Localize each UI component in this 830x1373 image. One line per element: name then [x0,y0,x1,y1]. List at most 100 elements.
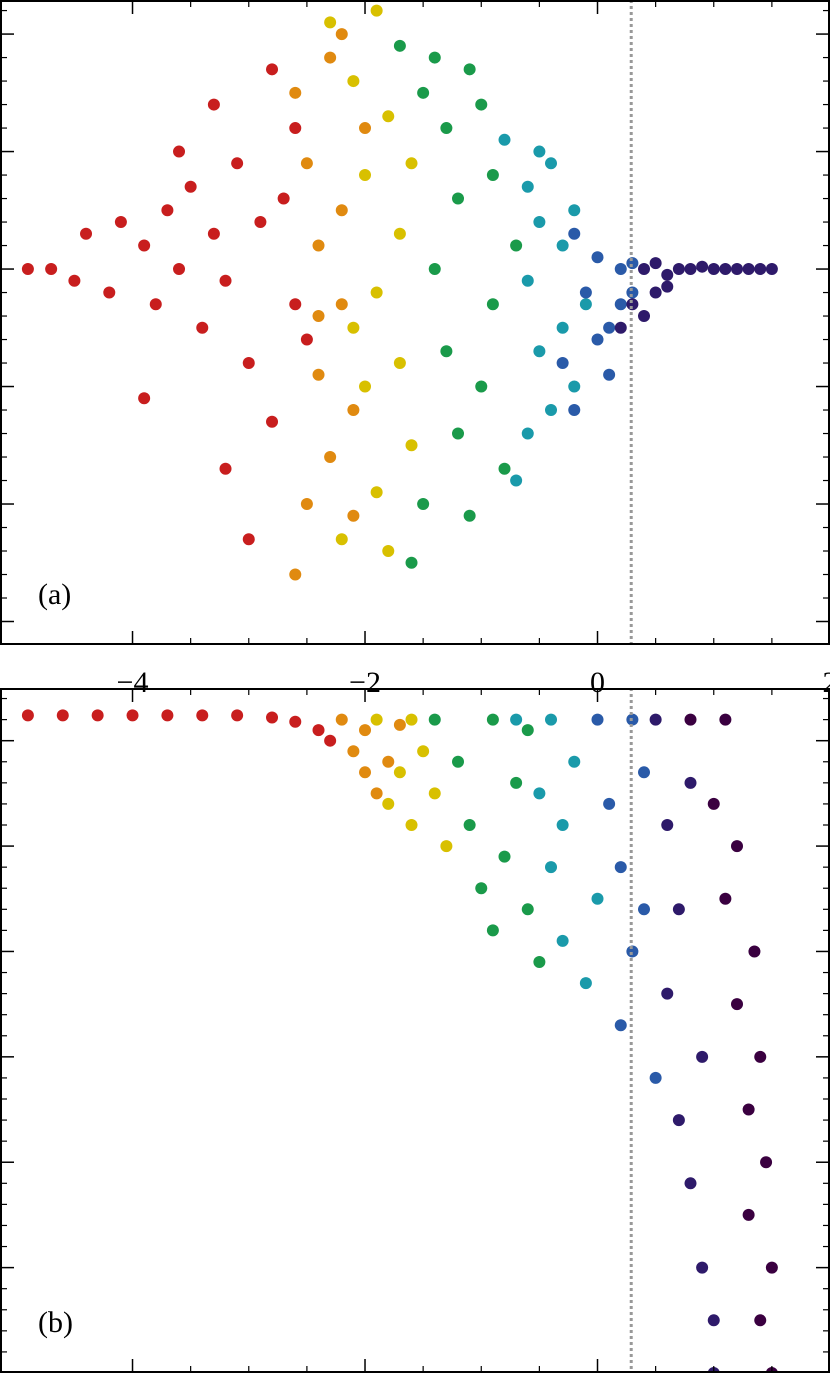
point [335,713,348,726]
point [335,28,348,41]
point [359,169,372,182]
point [428,263,441,276]
point [475,882,488,895]
point [300,333,313,346]
point [649,713,662,726]
point [393,357,406,370]
point [626,286,639,299]
point [754,1314,767,1327]
point [324,734,337,747]
point [428,713,441,726]
point [556,819,569,831]
point [440,345,453,358]
point [731,840,744,853]
point [591,713,604,726]
point [289,86,302,99]
point [579,977,592,990]
point [428,51,441,64]
point [417,498,430,511]
point [707,263,720,276]
point [661,819,674,831]
point [219,462,232,475]
point [347,321,360,334]
point [591,892,604,905]
point [731,263,744,276]
point [242,533,255,546]
point [684,263,697,276]
point [359,724,372,737]
point [103,286,116,299]
point [568,204,581,217]
point [765,1261,778,1274]
point [510,776,523,789]
point [626,945,639,958]
point [207,227,220,240]
point [266,711,279,724]
point [707,797,720,810]
point [359,380,372,393]
point [417,745,430,758]
point [760,1156,773,1169]
point [684,1177,697,1190]
point [161,204,174,217]
point [603,368,616,381]
point [405,556,418,569]
point [754,263,767,276]
point [254,216,267,229]
point [684,776,697,789]
point [347,404,360,417]
point [359,766,372,779]
point [521,724,534,737]
point [719,713,732,726]
point [382,797,395,810]
point [440,840,453,853]
point [80,227,93,240]
point [649,286,662,299]
point [149,298,162,311]
point [312,239,325,252]
point [21,709,34,722]
point [114,216,127,229]
point [498,133,511,146]
point [556,934,569,947]
panel-label: (b) [38,1306,73,1339]
point [289,715,302,728]
point [173,263,186,276]
point [579,286,592,299]
point [521,427,534,440]
point [405,819,418,831]
point [219,274,232,287]
point [614,298,627,311]
point [196,709,209,722]
point [266,415,279,428]
point [289,298,302,311]
point [521,903,534,916]
point [91,709,104,722]
point [428,787,441,800]
point [173,145,186,158]
point [672,263,685,276]
point [498,462,511,475]
point [440,122,453,135]
point [359,122,372,135]
point [510,474,523,487]
point [405,439,418,452]
point [207,98,220,111]
point [638,903,651,916]
point [568,755,581,768]
point [347,75,360,88]
x-tick-label: 0 [590,666,605,699]
point [324,16,337,29]
point [312,724,325,737]
point [545,404,558,417]
point [591,333,604,346]
point [591,251,604,264]
point [638,263,651,276]
point [463,819,476,831]
point [452,192,465,205]
point [672,903,685,916]
point [719,892,732,905]
point [475,380,488,393]
point [556,239,569,252]
